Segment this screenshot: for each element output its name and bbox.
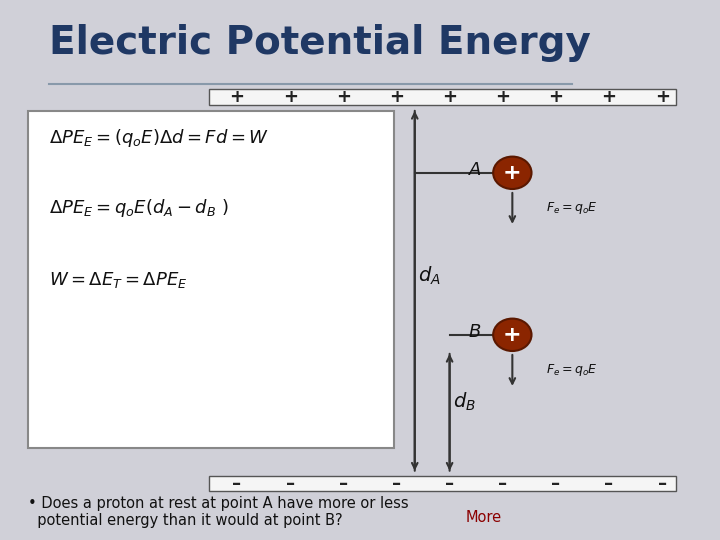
Text: • Does a proton at rest at point A have more or less
  potential energy than it : • Does a proton at rest at point A have … — [28, 496, 408, 528]
Text: +: + — [549, 88, 564, 106]
Text: $F_e = q_oE$: $F_e = q_oE$ — [546, 200, 598, 216]
Text: +: + — [503, 325, 522, 345]
Text: –: – — [657, 475, 667, 493]
Text: +: + — [283, 88, 297, 106]
Text: +: + — [442, 88, 457, 106]
Text: –: – — [286, 475, 294, 493]
Text: $d_B$: $d_B$ — [453, 391, 476, 414]
Text: +: + — [602, 88, 616, 106]
Text: B: B — [469, 323, 481, 341]
Text: +: + — [336, 88, 351, 106]
Text: +: + — [389, 88, 404, 106]
Text: –: – — [392, 475, 401, 493]
Text: A: A — [469, 161, 481, 179]
Text: $F_e = q_oE$: $F_e = q_oE$ — [546, 362, 598, 378]
Text: +: + — [503, 163, 522, 183]
Text: More: More — [466, 510, 502, 525]
Text: $\Delta PE_E = (q_oE)\Delta d = Fd = W$: $\Delta PE_E = (q_oE)\Delta d = Fd = W$ — [49, 127, 269, 149]
Text: $\Delta PE_E = q_oE(d_A - d_B\ )$: $\Delta PE_E = q_oE(d_A - d_B\ )$ — [49, 197, 228, 219]
Text: –: – — [552, 475, 560, 493]
Text: –: – — [445, 475, 454, 493]
Text: $d_A$: $d_A$ — [418, 264, 441, 287]
Text: –: – — [498, 475, 508, 493]
Ellipse shape — [493, 157, 531, 189]
Bar — [209, 89, 676, 105]
Bar — [209, 476, 676, 491]
Text: $W = \Delta E_T = \Delta PE_E$: $W = \Delta E_T = \Delta PE_E$ — [49, 270, 187, 290]
Text: +: + — [654, 88, 670, 106]
Text: Electric Potential Energy: Electric Potential Energy — [49, 24, 590, 62]
Text: +: + — [230, 88, 245, 106]
Ellipse shape — [493, 319, 531, 351]
Text: –: – — [605, 475, 613, 493]
Text: +: + — [495, 88, 510, 106]
Bar — [28, 111, 394, 448]
Text: –: – — [338, 475, 348, 493]
Text: –: – — [233, 475, 242, 493]
